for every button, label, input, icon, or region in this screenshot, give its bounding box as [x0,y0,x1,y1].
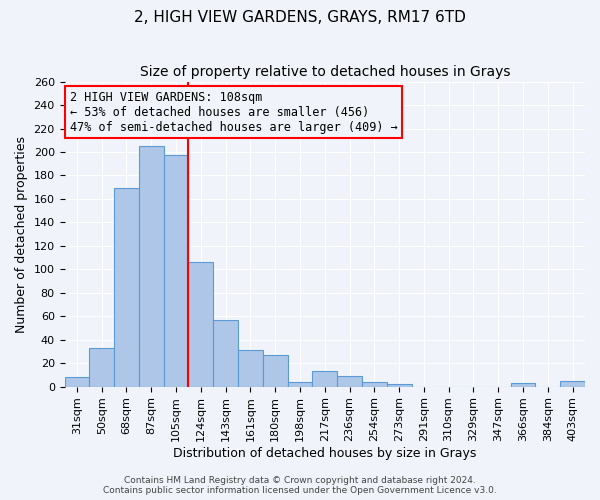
Text: 2 HIGH VIEW GARDENS: 108sqm
← 53% of detached houses are smaller (456)
47% of se: 2 HIGH VIEW GARDENS: 108sqm ← 53% of det… [70,90,397,134]
Bar [114,188,139,386]
Bar [387,384,412,386]
X-axis label: Distribution of detached houses by size in Grays: Distribution of detached houses by size … [173,447,476,460]
Bar [238,350,263,386]
Bar [287,382,313,386]
Bar [139,146,164,386]
Bar [337,376,362,386]
Y-axis label: Number of detached properties: Number of detached properties [15,136,28,332]
Bar [213,320,238,386]
Title: Size of property relative to detached houses in Grays: Size of property relative to detached ho… [140,65,510,79]
Bar [65,378,89,386]
Bar [313,372,337,386]
Text: 2, HIGH VIEW GARDENS, GRAYS, RM17 6TD: 2, HIGH VIEW GARDENS, GRAYS, RM17 6TD [134,10,466,25]
Text: Contains HM Land Registry data © Crown copyright and database right 2024.
Contai: Contains HM Land Registry data © Crown c… [103,476,497,495]
Bar [89,348,114,387]
Bar [263,355,287,386]
Bar [188,262,213,386]
Bar [511,383,535,386]
Bar [560,381,585,386]
Bar [164,156,188,386]
Bar [362,382,387,386]
